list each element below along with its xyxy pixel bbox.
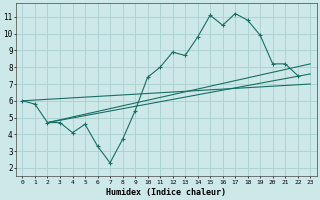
X-axis label: Humidex (Indice chaleur): Humidex (Indice chaleur) [106, 188, 226, 197]
